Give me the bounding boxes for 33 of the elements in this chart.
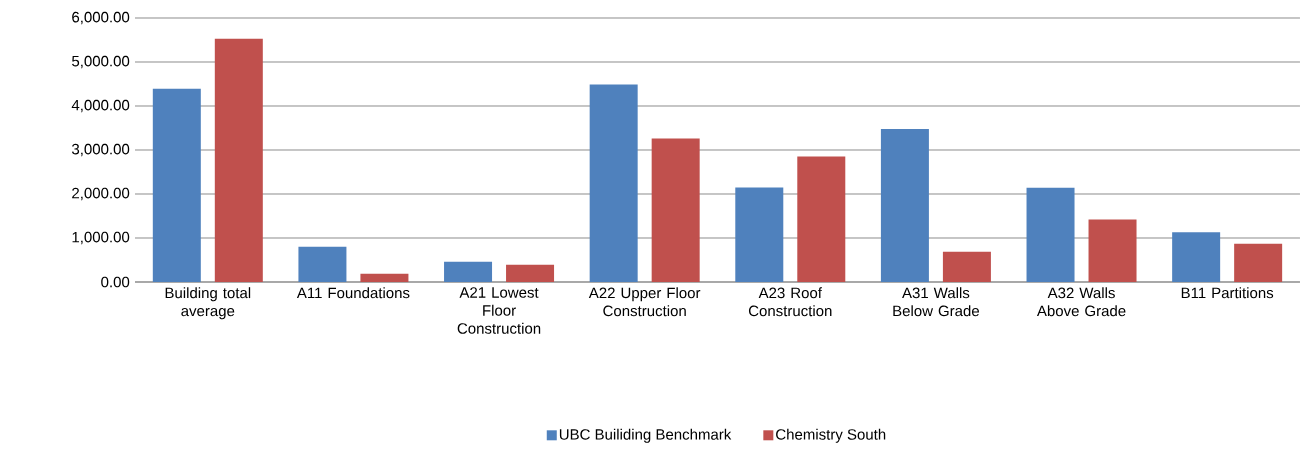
x-tick-label: A23 Roof Construction <box>748 287 832 317</box>
x-tick-label: B11 Partitions <box>1181 287 1274 299</box>
y-tick-label: 6,000.00 <box>72 11 130 25</box>
x-tick-label: A21 Lowest Floor Construction <box>457 287 541 334</box>
bar <box>506 264 555 282</box>
bar <box>1088 219 1137 282</box>
bar <box>1026 187 1075 282</box>
y-tick-label: 0.00 <box>101 276 130 288</box>
bar <box>152 88 201 282</box>
y-tick-label: 1,000.00 <box>72 231 130 245</box>
bar <box>942 251 991 282</box>
x-tick-label: A32 Walls Above Grade <box>1036 287 1126 317</box>
legend-label: UBC Builiding Benchmark <box>559 428 732 443</box>
x-tick-label: A22 Upper Floor Construction <box>588 287 701 317</box>
x-tick-label: A11 Foundations <box>296 287 410 299</box>
y-tick-label: 2,000.00 <box>72 187 130 201</box>
bar <box>880 128 929 282</box>
y-tick-label: 4,000.00 <box>71 99 130 113</box>
bar <box>651 138 700 282</box>
y-tick-label: 3,000.00 <box>71 143 130 157</box>
bar <box>1234 243 1283 282</box>
x-tick-label: A31 Walls Below Grade <box>893 287 979 317</box>
y-tick-label: 5,000.00 <box>72 55 130 69</box>
bar <box>360 273 409 282</box>
bar <box>797 156 846 282</box>
bar <box>298 246 347 282</box>
bar <box>735 187 784 282</box>
bar <box>1172 232 1221 282</box>
legend-label: Chemistry South <box>776 428 886 443</box>
x-tick-label: Building total average <box>165 287 251 320</box>
bar <box>214 38 263 282</box>
bar <box>444 261 493 282</box>
bar <box>589 84 638 282</box>
